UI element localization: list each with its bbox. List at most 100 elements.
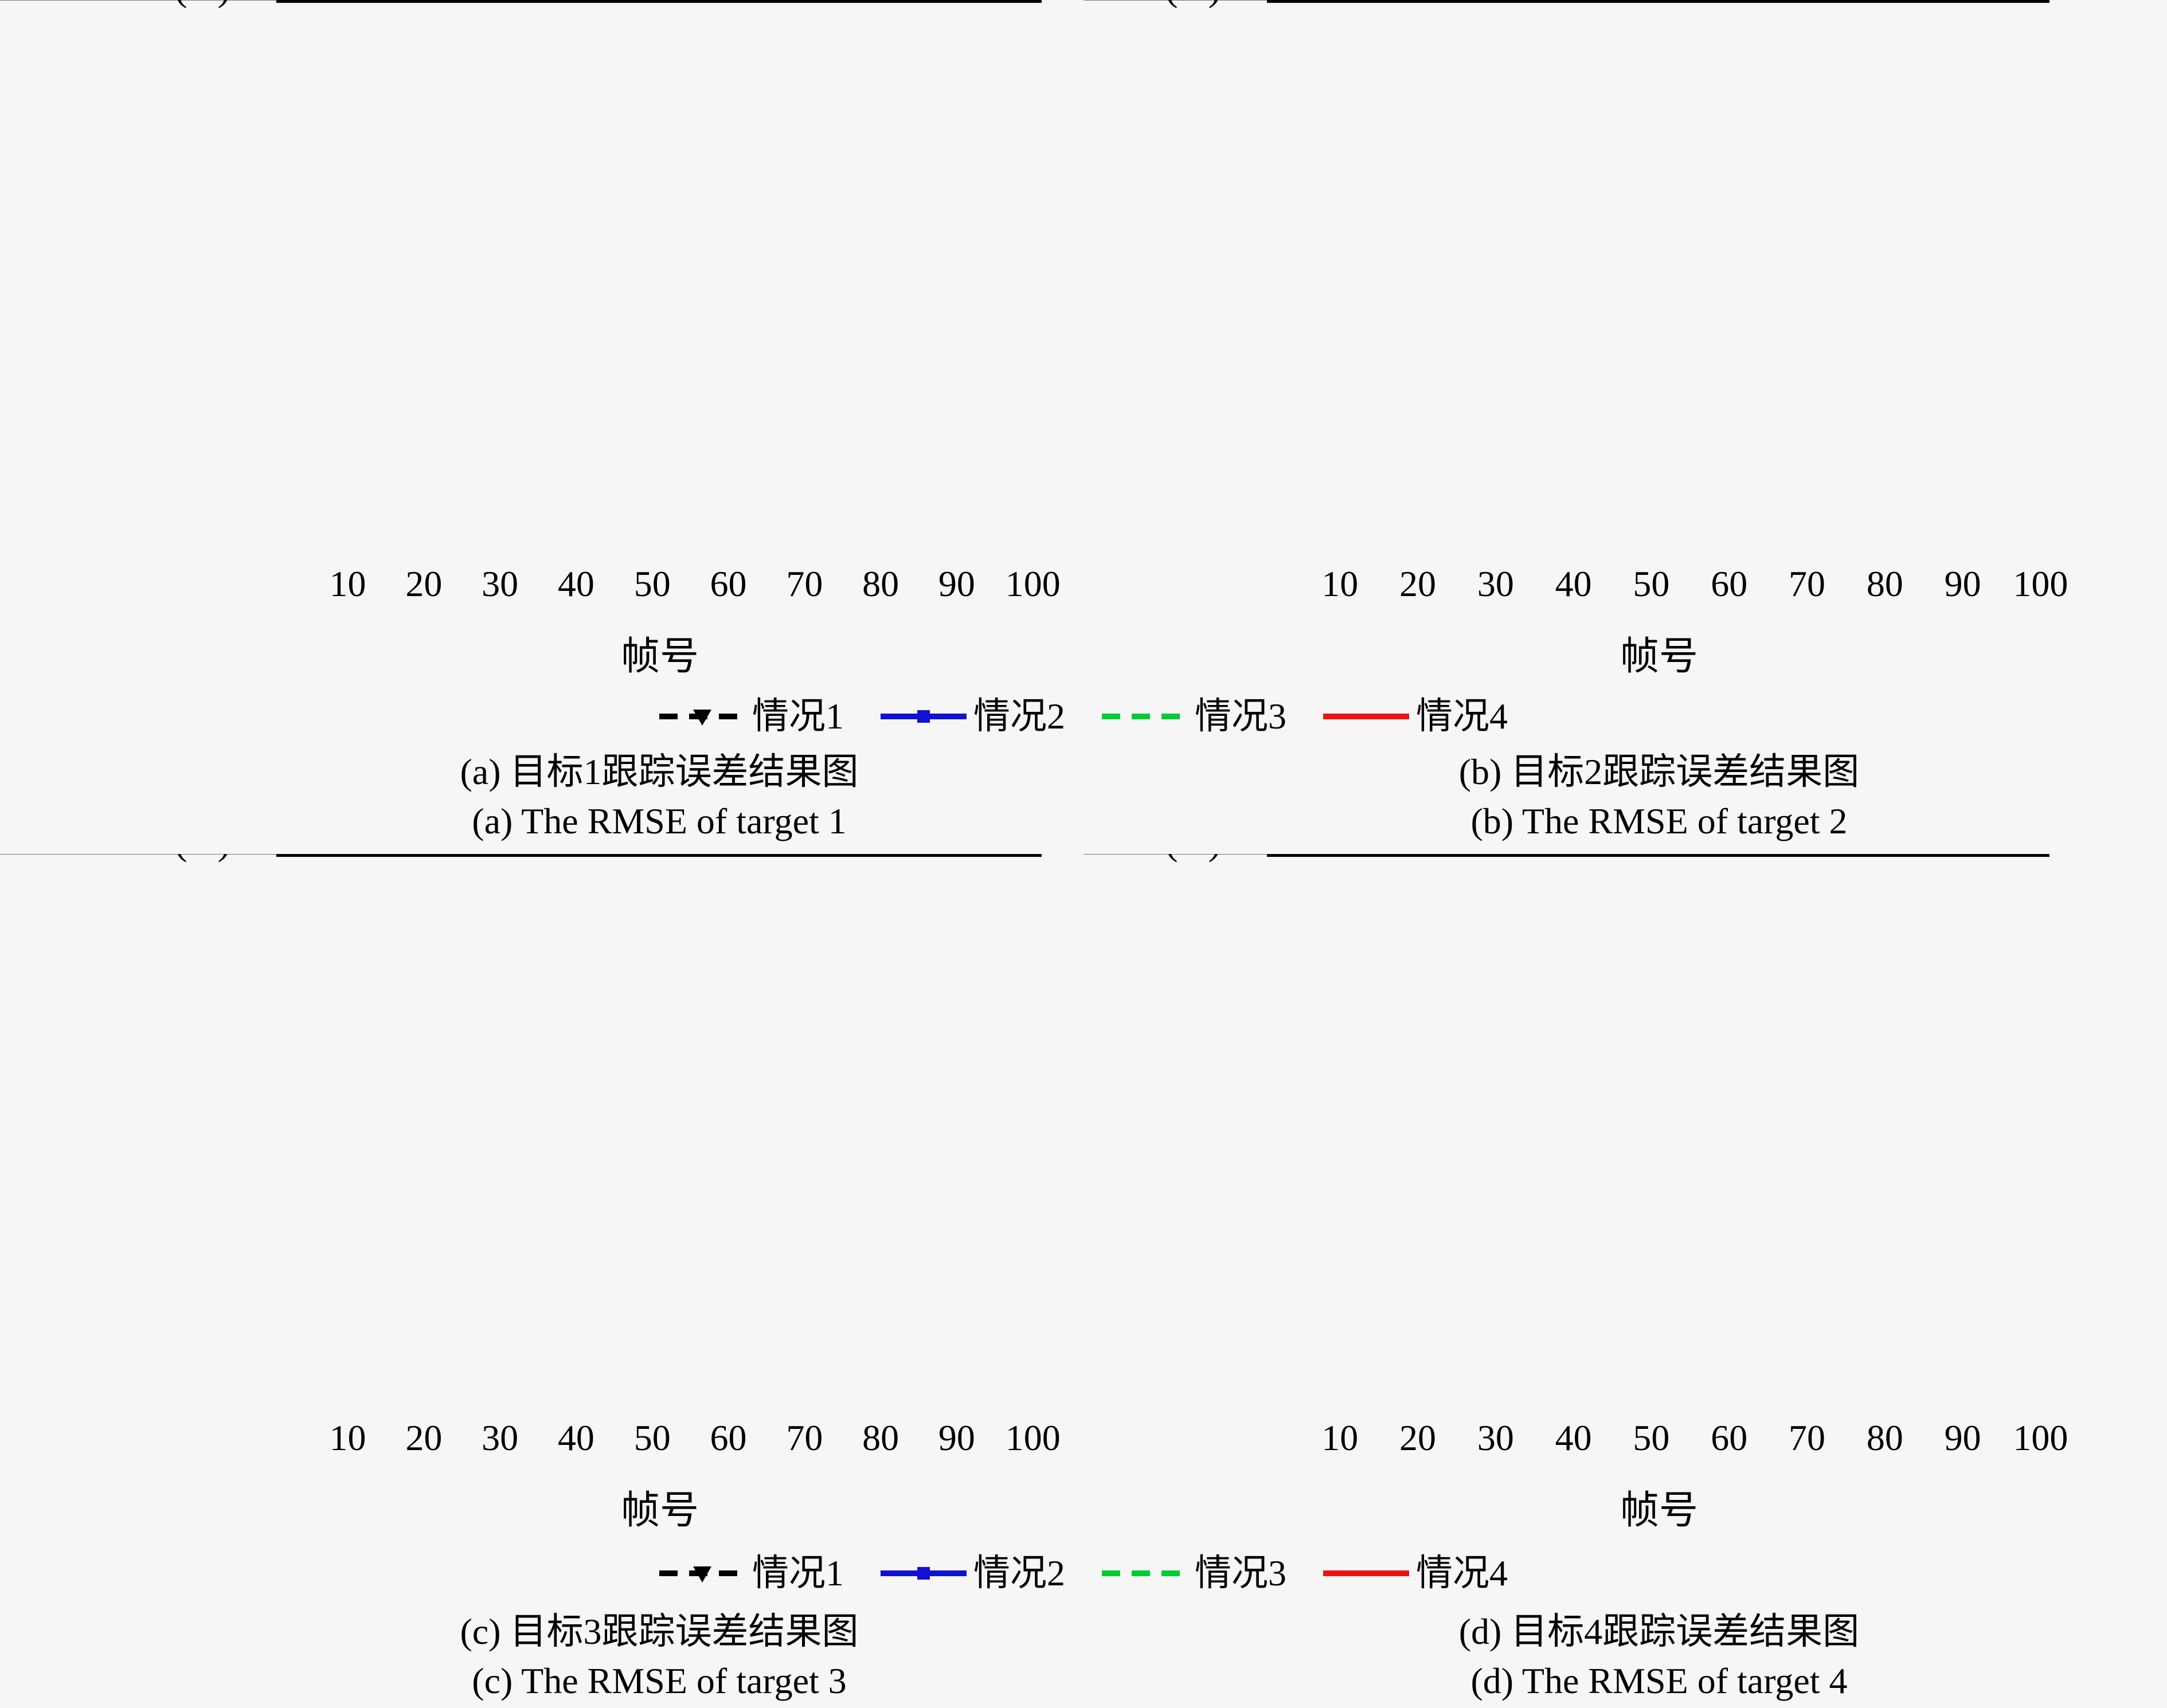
legend-top: 情况1 情况2 情况3 情况4: [0, 688, 2167, 745]
x-tick-label: 90: [938, 1417, 975, 1458]
legend-label: 情况4: [1416, 1553, 1508, 1593]
y-tick-label: 300: [1191, 0, 1246, 8]
y-tick-label: 150: [1191, 0, 1246, 8]
y-axis-label: RMSE (m): [1084, 854, 1221, 863]
legend-label: 情况1: [752, 1553, 844, 1593]
y-tick-label: 300: [1191, 854, 1246, 862]
legend-label: 情况2: [973, 696, 1065, 737]
triangle-down-marker: [693, 1566, 711, 1582]
y-tick-label: 100: [200, 0, 255, 8]
x-tick-label: 100: [1006, 563, 1061, 604]
caption-c-en: (c) The RMSE of target 3: [472, 1660, 847, 1701]
captions-row-bottom: (c) 目标3跟踪误差结果图 (c) The RMSE of target 3 …: [0, 1599, 2167, 1708]
x-axis-label: 帧号: [621, 634, 699, 678]
triangle-down-marker: [693, 710, 711, 726]
y-tick-label: 250: [200, 0, 255, 8]
legend-item-4: 情况4: [1323, 698, 1508, 735]
y-tick-label: 350: [200, 0, 255, 8]
legend-item-1: 情况1: [659, 698, 844, 735]
x-tick-label: 100: [1006, 1417, 1061, 1458]
x-tick-label: 20: [405, 1417, 442, 1458]
chart-cell-d: 1020304050607080901000501001502002503003…: [1084, 854, 2167, 1542]
x-tick-label: 10: [1321, 563, 1358, 604]
x-tick-label: 10: [330, 1417, 366, 1458]
legend-sample-triangle-down-dashed: [659, 710, 745, 726]
chart-target1: 1020304050607080901000501001502002503003…: [0, 0, 1061, 678]
x-axis-label: 帧号: [1620, 634, 1698, 678]
x-tick-label: 20: [405, 563, 442, 604]
chart-target4: 1020304050607080901000501001502002503003…: [1084, 854, 2068, 1532]
x-tick-label: 30: [1477, 1417, 1514, 1458]
x-axis-label: 帧号: [1620, 1488, 1698, 1532]
x-tick-label: 100: [2013, 563, 2068, 604]
y-tick-label: 150: [1191, 854, 1246, 862]
x-tick-label: 30: [1477, 563, 1514, 604]
legend-sample-none-solid: [1323, 714, 1409, 719]
legend-item-1: 情况1: [659, 1555, 844, 1592]
caption-b-en: (b) The RMSE of target 2: [1470, 801, 1848, 841]
caption-cell-c: (c) 目标3跟踪误差结果图 (c) The RMSE of target 3: [0, 1599, 1084, 1708]
x-tick-label: 60: [710, 563, 747, 604]
charts-row-bottom: 1020304050607080901000501001502002503003…: [0, 854, 2167, 1542]
caption-b-zh: (b) 目标2跟踪误差结果图: [1458, 751, 1860, 792]
y-tick-label: 100: [1191, 0, 1246, 8]
x-tick-label: 20: [1399, 1417, 1436, 1458]
y-tick-label: 0: [1227, 854, 1246, 862]
y-axis-label: RMSE (m): [58, 854, 230, 863]
chart-cell-a: 1020304050607080901000501001502002503003…: [0, 0, 1084, 688]
x-tick-label: 50: [634, 563, 671, 604]
y-tick-label: 150: [200, 0, 255, 8]
x-tick-label: 50: [1633, 1417, 1669, 1458]
caption-cell-a: (a) 目标1跟踪误差结果图 (a) The RMSE of target 1: [0, 739, 1084, 854]
y-tick-label: 200: [1191, 854, 1246, 862]
y-tick-label: 250: [1191, 0, 1246, 8]
y-tick-label: 350: [200, 854, 255, 862]
y-tick-label: 250: [200, 854, 255, 862]
y-tick-label: 300: [200, 0, 255, 8]
y-tick-label: 350: [1191, 0, 1246, 8]
legend-label: 情况3: [1195, 1553, 1286, 1593]
caption-a-zh: (a) 目标1跟踪误差结果图: [460, 751, 859, 792]
y-tick-label: 350: [1191, 854, 1246, 862]
legend-label: 情况1: [752, 696, 844, 737]
caption-d-en: (d) The RMSE of target 4: [1470, 1660, 1848, 1701]
y-tick-label: 50: [218, 854, 255, 862]
y-tick-label: 400: [200, 854, 255, 862]
legend-sample-square-solid: [881, 1567, 967, 1580]
x-tick-label: 30: [482, 563, 518, 604]
y-tick-label: 150: [200, 854, 255, 862]
y-tick-label: 400: [200, 0, 255, 8]
y-tick-label: 100: [1191, 854, 1246, 862]
y-tick-label: 250: [1191, 854, 1246, 862]
y-tick-label: 50: [218, 0, 255, 8]
x-tick-label: 70: [786, 563, 823, 604]
legend-label: 情况4: [1416, 696, 1508, 737]
x-axis-label: 帧号: [621, 1488, 699, 1532]
x-tick-label: 80: [862, 1417, 899, 1458]
y-tick-label: 100: [200, 854, 255, 862]
legend-bottom: 情况1 情况2 情况3 情况4: [0, 1545, 2167, 1602]
x-tick-label: 80: [1867, 1417, 1903, 1458]
x-tick-label: 30: [482, 1417, 518, 1458]
x-tick-label: 40: [1555, 1417, 1592, 1458]
chart-target3: 1020304050607080901000501001502002503003…: [0, 854, 1061, 1532]
legend-sample-triangle-down-dashed: [659, 1566, 745, 1582]
y-tick-label: 300: [200, 854, 255, 862]
legend-item-3: 情况3: [1102, 1555, 1286, 1592]
x-tick-label: 50: [634, 1417, 671, 1458]
caption-c-zh: (c) 目标3跟踪误差结果图: [460, 1611, 859, 1652]
x-tick-label: 100: [2013, 1417, 2068, 1458]
y-tick-label: 400: [1191, 854, 1246, 862]
legend-item-2: 情况2: [881, 698, 1065, 735]
legend-sample-none-dashed: [1102, 714, 1188, 719]
square-marker: [917, 710, 930, 723]
caption-a-en: (a) The RMSE of target 1: [472, 801, 847, 841]
charts-row-top: 1020304050607080901000501001502002503003…: [0, 0, 2167, 688]
legend-label: 情况2: [973, 1553, 1065, 1593]
captions-row-top: (a) 目标1跟踪误差结果图 (a) The RMSE of target 1 …: [0, 739, 2167, 854]
x-tick-label: 90: [1945, 1417, 1981, 1458]
legend-sample-square-solid: [881, 710, 967, 723]
square-marker: [917, 1567, 930, 1580]
x-tick-label: 70: [786, 1417, 823, 1458]
x-tick-label: 60: [1711, 563, 1747, 604]
